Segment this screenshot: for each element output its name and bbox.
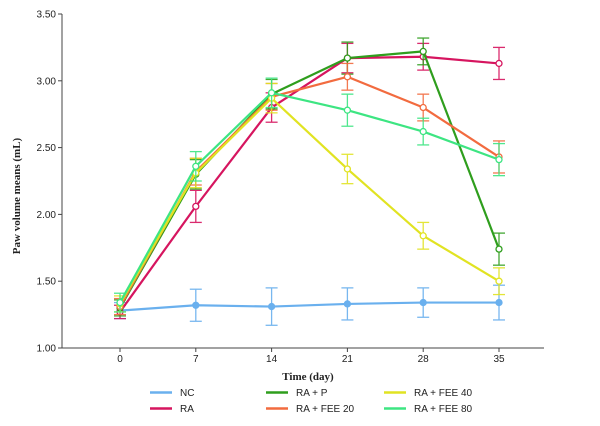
y-axis-ticks: 1.00 1.50 2.00 2.50 3.00 3.50 (37, 10, 62, 355)
data-point (419, 103, 427, 112)
x-tick-label: 21 (342, 354, 354, 365)
data-point (343, 165, 352, 173)
series-ra-fee-40 (114, 82, 505, 313)
data-point (192, 202, 200, 211)
legend-label: RA + FEE 20 (296, 404, 355, 415)
legend-label: RA + P (296, 388, 328, 399)
series-line (119, 91, 500, 304)
data-point (192, 301, 200, 309)
x-axis-ticks: 0 7 14 21 28 35 (117, 348, 505, 365)
series-line (119, 55, 500, 313)
legend-item-ra-fee-20: RA + FEE 20 (266, 404, 355, 415)
x-axis-title: Time (day) (282, 371, 334, 383)
data-point (267, 89, 276, 97)
legend-label: RA + FEE 80 (414, 404, 473, 415)
data-point (267, 302, 276, 311)
data-point (343, 54, 352, 62)
y-tick-label: 2.00 (37, 210, 57, 221)
data-point (495, 277, 503, 285)
y-tick-label: 1.00 (37, 344, 57, 355)
legend-item-ra-p: RA + P (266, 388, 328, 399)
x-tick-label: 7 (193, 354, 199, 365)
x-tick-label: 14 (266, 354, 278, 365)
x-tick-label: 28 (418, 354, 430, 365)
series-line (119, 301, 499, 312)
legend-label: NC (180, 388, 194, 399)
data-point (495, 298, 503, 307)
legend-item-nc: NC (150, 388, 194, 399)
y-tick-label: 3.00 (37, 76, 57, 87)
series-ra-p (114, 37, 505, 317)
data-point (495, 59, 503, 68)
data-point (419, 47, 427, 56)
series-line (119, 50, 501, 309)
data-point (343, 106, 352, 114)
y-tick-label: 3.50 (37, 10, 57, 21)
data-point (419, 298, 427, 307)
legend-item-ra-fee-40: RA + FEE 40 (384, 388, 473, 399)
legend: NC RA RA + P RA + FEE 20 RA + FEE 40 RA + FEE… (150, 388, 473, 415)
legend-label: RA + FEE 40 (414, 388, 473, 399)
y-tick-label: 2.50 (37, 143, 57, 154)
legend-item-ra-fee-80: RA + FEE 80 (384, 404, 473, 415)
data-point (495, 245, 503, 253)
series-layer (114, 37, 505, 326)
data-point (116, 298, 124, 307)
series-line (119, 97, 500, 305)
legend-item-ra: RA (150, 404, 194, 415)
data-point (419, 232, 427, 240)
data-point (343, 73, 352, 81)
series-ra-fee-80 (114, 77, 505, 313)
data-point (343, 300, 352, 308)
y-tick-label: 1.50 (37, 277, 57, 288)
series-ra (114, 42, 505, 320)
y-axis-title: Paw volume means (mL) (11, 137, 23, 254)
data-point (419, 127, 427, 136)
legend-label: RA (180, 404, 194, 415)
plot-frame (61, 14, 544, 349)
series-nc (114, 284, 505, 326)
x-tick-label: 0 (117, 354, 123, 365)
x-tick-label: 35 (493, 354, 505, 365)
data-point (495, 155, 503, 164)
data-point (192, 162, 200, 170)
series-line (119, 75, 500, 308)
